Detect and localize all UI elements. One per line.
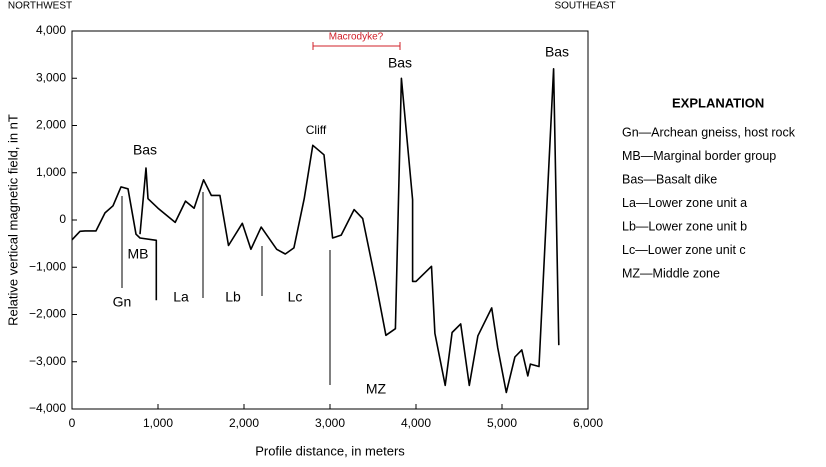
- annotation: NORTHWEST: [8, 1, 72, 12]
- y-tick-label: −4,000: [29, 401, 66, 415]
- legend-item: Bas—Basalt dike: [622, 172, 717, 186]
- data-line: [71, 68, 560, 394]
- macrodyke-bracket: [312, 42, 401, 50]
- legend-item: MZ—Middle zone: [622, 266, 720, 280]
- annotation: Cliff: [306, 123, 327, 137]
- annotation: Lb: [225, 289, 241, 305]
- legend-title: EXPLANATION: [672, 95, 764, 110]
- x-tick-label: 4,000: [401, 416, 431, 430]
- y-tick-label: −1,000: [29, 259, 66, 273]
- y-tick-label: 0: [59, 212, 66, 226]
- annotation: Bas: [388, 55, 412, 71]
- unit-boundaries: [121, 192, 331, 385]
- x-tick-label: 6,000: [573, 416, 603, 430]
- annotation: SOUTHEAST: [554, 1, 615, 12]
- legend-item: La—Lower zone unit a: [622, 196, 747, 210]
- x-axis-label: Profile distance, in meters: [255, 443, 405, 458]
- legend-item: Lc—Lower zone unit c: [622, 243, 746, 257]
- y-axis-label: Relative vertical magnetic field, in nT: [5, 114, 20, 326]
- x-tick-label: 0: [69, 416, 76, 430]
- annotation: Bas: [133, 142, 157, 158]
- x-tick-label: 5,000: [487, 416, 517, 430]
- annotation: Macrodyke?: [329, 32, 384, 43]
- legend-item: MB—Marginal border group: [622, 149, 776, 163]
- y-tick-label: 2,000: [36, 118, 66, 132]
- annotation: MB: [128, 246, 149, 262]
- annotation: La: [173, 289, 189, 305]
- x-tick-label: 1,000: [143, 416, 173, 430]
- x-tick-label: 2,000: [229, 416, 259, 430]
- y-tick-label: −2,000: [29, 307, 66, 321]
- y-tick-label: 3,000: [36, 70, 66, 84]
- x-tick-label: 3,000: [315, 416, 345, 430]
- y-tick-label: −3,000: [29, 354, 66, 368]
- legend-item: Gn—Archean gneiss, host rock: [622, 125, 796, 139]
- y-tick-label: 1,000: [36, 165, 66, 179]
- annotation: Bas: [545, 44, 569, 60]
- annotation: Lc: [288, 289, 303, 305]
- annotation: Gn: [113, 294, 132, 310]
- annotation: MZ: [366, 381, 387, 397]
- y-tick-label: 4,000: [36, 23, 66, 37]
- legend-item: Lb—Lower zone unit b: [622, 219, 747, 233]
